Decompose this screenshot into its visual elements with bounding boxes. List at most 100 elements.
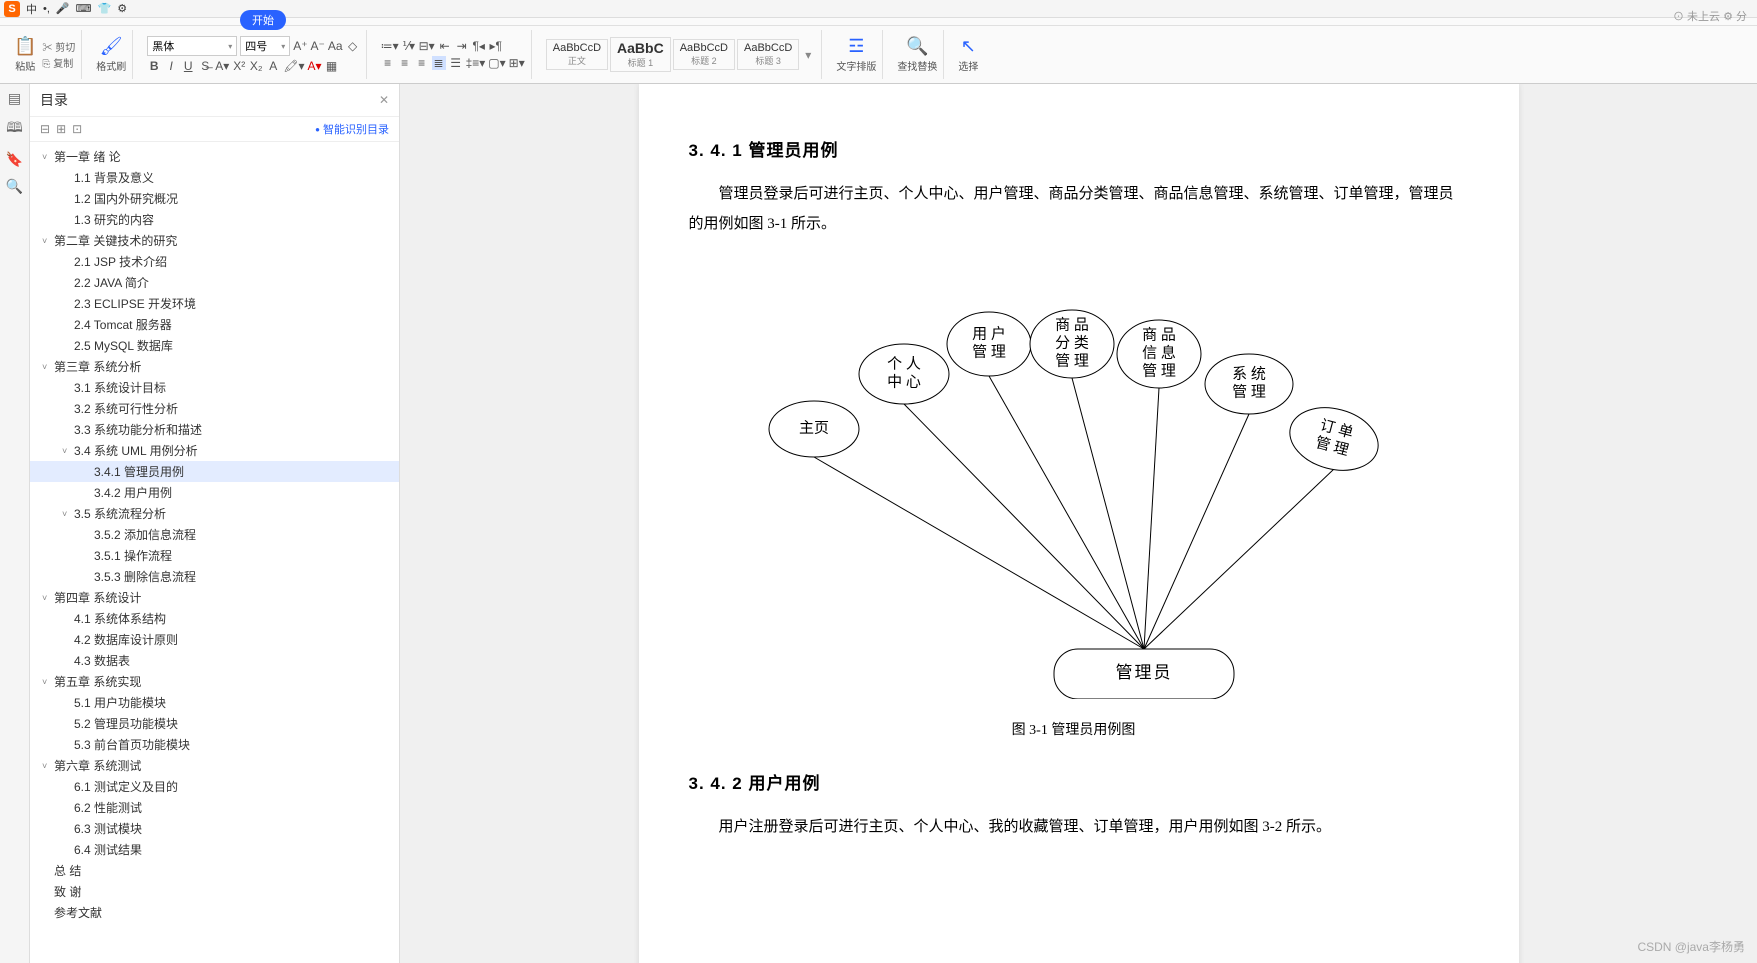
rtl-icon[interactable]: ▸¶: [489, 39, 503, 53]
font-more-icon[interactable]: A▾: [215, 59, 229, 73]
outline-item[interactable]: 3.5.2 添加信息流程: [30, 524, 399, 545]
rail-search-icon[interactable]: 🔍: [6, 178, 23, 195]
brush-icon[interactable]: 🖌: [100, 36, 123, 57]
bullets-icon[interactable]: ≔▾: [381, 39, 399, 53]
outline-item[interactable]: ˅3.5 系统流程分析: [30, 503, 399, 524]
underline-button[interactable]: U: [181, 59, 195, 73]
outline-item[interactable]: ˅第四章 系统设计: [30, 587, 399, 608]
bgcolor-icon[interactable]: ▦: [325, 59, 339, 73]
outline-item[interactable]: 6.2 性能测试: [30, 797, 399, 818]
line-spacing-icon[interactable]: ‡≡▾: [466, 56, 486, 70]
text-layout-label[interactable]: 文字排版: [836, 58, 876, 73]
styles-more-icon[interactable]: ▾: [801, 48, 815, 62]
outline-item[interactable]: ˅3.4 系统 UML 用例分析: [30, 440, 399, 461]
rail-nav-icon[interactable]: 🕮: [6, 117, 23, 141]
outline-item[interactable]: ˅第五章 系统实现: [30, 671, 399, 692]
find-icon[interactable]: 🔍: [906, 36, 928, 57]
ime-skin-icon[interactable]: 👕: [98, 2, 112, 15]
outline-item[interactable]: 1.3 研究的内容: [30, 209, 399, 230]
outline-item[interactable]: 3.4.1 管理员用例: [30, 461, 399, 482]
cut-button[interactable]: ✂ 剪切: [42, 39, 75, 54]
ime-lang[interactable]: 中: [26, 1, 37, 17]
change-case-icon[interactable]: Aa: [328, 39, 343, 53]
style-box-2[interactable]: AaBbCcD标题 2: [673, 39, 735, 70]
style-box-1[interactable]: AaBbC标题 1: [610, 37, 671, 72]
paste-icon[interactable]: 📋: [14, 36, 36, 57]
outline-item[interactable]: ˅第三章 系统分析: [30, 356, 399, 377]
outline-settings-icon[interactable]: ⊡: [72, 122, 82, 136]
highlight-icon[interactable]: 🖍▾: [283, 59, 304, 73]
outline-item[interactable]: 4.1 系统体系结构: [30, 608, 399, 629]
outline-item[interactable]: ˅第二章 关键技术的研究: [30, 230, 399, 251]
style-box-0[interactable]: AaBbCcD正文: [546, 39, 608, 70]
outline-item[interactable]: 3.5.1 操作流程: [30, 545, 399, 566]
outline-item[interactable]: 3.1 系统设计目标: [30, 377, 399, 398]
multilevel-icon[interactable]: ⊟▾: [419, 39, 435, 53]
outline-item[interactable]: 2.2 JAVA 简介: [30, 272, 399, 293]
italic-button[interactable]: I: [164, 59, 178, 73]
align-center-icon[interactable]: ≡: [398, 56, 412, 70]
copy-button[interactable]: ⎘ 复制: [42, 55, 75, 70]
indent-dec-icon[interactable]: ⇤: [438, 39, 452, 53]
outline-item[interactable]: 5.3 前台首页功能模块: [30, 734, 399, 755]
outline-item[interactable]: ˅第一章 绪 论: [30, 146, 399, 167]
indent-inc-icon[interactable]: ⇥: [455, 39, 469, 53]
select-icon[interactable]: ↖: [961, 36, 976, 57]
collapse-all-icon[interactable]: ⊟: [40, 122, 50, 136]
outline-item[interactable]: 1.1 背景及意义: [30, 167, 399, 188]
outline-item[interactable]: 2.5 MySQL 数据库: [30, 335, 399, 356]
style-box-3[interactable]: AaBbCcD标题 3: [737, 39, 799, 70]
select-label[interactable]: 选择: [958, 58, 978, 73]
text-layout-icon[interactable]: ☲: [848, 36, 864, 57]
align-right-icon[interactable]: ≡: [415, 56, 429, 70]
font-size-dropdown[interactable]: 四号: [240, 36, 290, 56]
outline-close-icon[interactable]: ✕: [379, 93, 389, 107]
subscript-button[interactable]: X₂: [249, 59, 263, 73]
bold-button[interactable]: B: [147, 59, 161, 73]
ime-gear-icon[interactable]: ⚙: [117, 2, 127, 15]
smart-outline-button[interactable]: 智能识别目录: [315, 121, 389, 137]
outline-item[interactable]: 2.3 ECLIPSE 开发环境: [30, 293, 399, 314]
superscript-button[interactable]: X²: [232, 59, 246, 73]
ltr-icon[interactable]: ¶◂: [472, 39, 486, 53]
borders-icon[interactable]: ⊞▾: [509, 56, 525, 70]
outline-item[interactable]: 4.2 数据库设计原则: [30, 629, 399, 650]
expand-all-icon[interactable]: ⊞: [56, 122, 66, 136]
numbering-icon[interactable]: ⅟▾: [402, 39, 416, 53]
ime-kbd-icon[interactable]: ⌨: [76, 2, 92, 15]
outline-item[interactable]: 参考文献: [30, 902, 399, 923]
paste-label[interactable]: 粘贴: [14, 58, 36, 73]
ime-mic-icon[interactable]: 🎤: [56, 2, 70, 15]
align-dist-icon[interactable]: ☰: [449, 56, 463, 70]
outline-item[interactable]: 6.3 测试模块: [30, 818, 399, 839]
outline-item[interactable]: 总 结: [30, 860, 399, 881]
outline-item[interactable]: ˅第六章 系统测试: [30, 755, 399, 776]
outline-item[interactable]: 3.2 系统可行性分析: [30, 398, 399, 419]
align-justify-icon[interactable]: ≣: [432, 56, 446, 70]
outline-item[interactable]: 4.3 数据表: [30, 650, 399, 671]
text-effect-icon[interactable]: A: [266, 59, 280, 73]
outline-item[interactable]: 2.1 JSP 技术介绍: [30, 251, 399, 272]
outline-item[interactable]: 3.5.3 删除信息流程: [30, 566, 399, 587]
outline-item[interactable]: 3.3 系统功能分析和描述: [30, 419, 399, 440]
tab-start[interactable]: 开始: [240, 10, 286, 30]
strike-button[interactable]: S̶: [198, 59, 212, 73]
font-name-dropdown[interactable]: 黑体: [147, 36, 237, 56]
ime-icon[interactable]: •,: [43, 3, 50, 15]
find-label[interactable]: 查找替换: [897, 58, 937, 73]
rail-outline-icon[interactable]: ▤: [8, 90, 21, 107]
font-color-icon[interactable]: A▾: [308, 59, 322, 73]
outline-item[interactable]: 5.1 用户功能模块: [30, 692, 399, 713]
font-grow-icon[interactable]: A⁺: [293, 39, 307, 53]
outline-item[interactable]: 1.2 国内外研究概况: [30, 188, 399, 209]
outline-item[interactable]: 2.4 Tomcat 服务器: [30, 314, 399, 335]
shading-icon[interactable]: ▢▾: [488, 56, 505, 70]
outline-item[interactable]: 致 谢: [30, 881, 399, 902]
align-left-icon[interactable]: ≡: [381, 56, 395, 70]
outline-item[interactable]: 6.1 测试定义及目的: [30, 776, 399, 797]
clear-format-icon[interactable]: ◇: [346, 39, 360, 53]
cloud-status[interactable]: ⊙ 未上云 ⚙ 分: [1673, 8, 1747, 24]
rail-bookmark-icon[interactable]: 🔖: [6, 151, 23, 168]
brush-label[interactable]: 格式刷: [96, 58, 126, 73]
outline-item[interactable]: 3.4.2 用户用例: [30, 482, 399, 503]
